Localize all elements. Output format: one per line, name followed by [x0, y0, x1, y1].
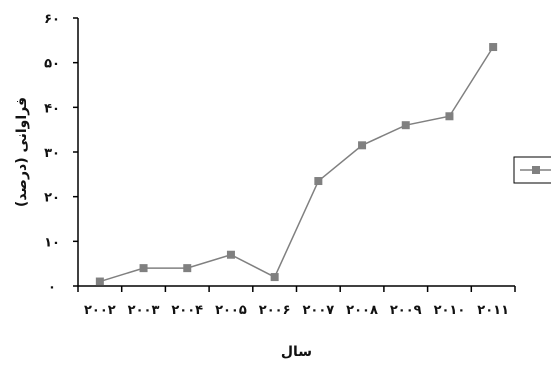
x-tick-label: ۲۰۰۴ — [171, 303, 203, 318]
data-point — [445, 112, 454, 121]
data-point — [489, 43, 498, 52]
data-point — [401, 121, 410, 130]
y-tick-label: ۱۰ — [44, 235, 60, 250]
x-tick-label: ۲۰۰۲ — [84, 303, 116, 318]
axes — [77, 18, 515, 287]
x-tick-label: ۲۰۰۹ — [390, 303, 422, 318]
data-point — [139, 264, 148, 273]
series-layer — [95, 43, 498, 286]
legend — [513, 156, 551, 184]
y-tick-label: ۴۰ — [44, 101, 60, 116]
x-tick-label: ۲۰۰۷ — [302, 303, 334, 318]
series-line — [99, 46, 494, 283]
x-ticks: ۲۰۰۲ ۲۰۰۳ ۲۰۰۴ ۲۰۰۵ ۲۰۰۶ ۲۰۰۷ ۲۰۰۸ ۲۰۰۹ ۲۰۱۰ ۲۰۱۱ — [77, 286, 516, 318]
x-tick-label: ۲۰۰۳ — [128, 303, 160, 318]
data-point — [95, 277, 104, 286]
y-ticks: ۰ ۱۰ ۲۰ ۳۰ ۴۰ ۵۰ ۶۰ — [44, 12, 78, 295]
data-point — [226, 250, 235, 259]
x-axis-title: سال — [281, 344, 312, 360]
data-point — [270, 273, 279, 282]
y-tick-label: ۳۰ — [44, 146, 60, 161]
data-point — [358, 141, 367, 150]
y-tick-label: ۵۰ — [44, 57, 60, 72]
y-axis-title: فراوانی (درصد) — [14, 97, 30, 207]
y-tick-label: ۰ — [48, 280, 56, 295]
data-point — [314, 177, 323, 186]
x-tick-label: ۲۰۱۱ — [477, 303, 509, 318]
x-tick-label: ۲۰۰۸ — [346, 303, 378, 318]
y-tick-label: ۶۰ — [44, 12, 60, 27]
data-point — [183, 264, 192, 273]
x-tick-label: ۲۰۰۶ — [259, 303, 291, 318]
y-tick-label: ۲۰ — [44, 191, 60, 206]
x-tick-label: ۲۰۰۵ — [215, 303, 247, 318]
x-tick-label: ۲۰۱۰ — [434, 303, 466, 318]
legend-series-marker — [532, 166, 540, 174]
